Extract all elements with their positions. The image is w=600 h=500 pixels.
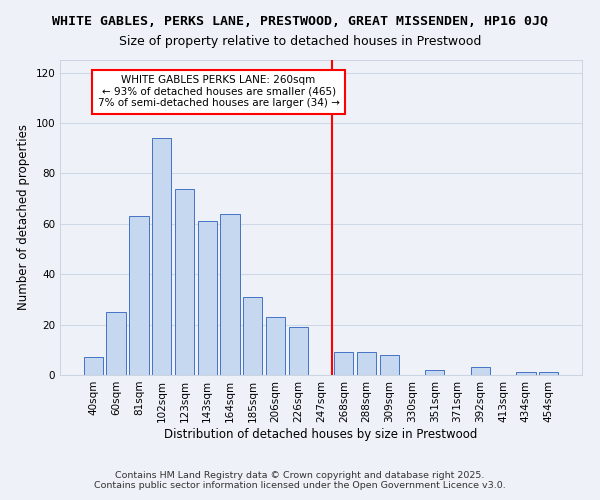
Bar [425,370,445,375]
Bar [129,216,149,375]
Bar [470,368,490,375]
Bar [334,352,353,375]
Bar [220,214,239,375]
Y-axis label: Number of detached properties: Number of detached properties [17,124,30,310]
Bar [106,312,126,375]
Bar [197,222,217,375]
Bar [243,297,262,375]
Bar [539,372,558,375]
Bar [357,352,376,375]
X-axis label: Distribution of detached houses by size in Prestwood: Distribution of detached houses by size … [164,428,478,440]
Text: Contains HM Land Registry data © Crown copyright and database right 2025.
Contai: Contains HM Land Registry data © Crown c… [94,470,506,490]
Bar [516,372,536,375]
Bar [175,188,194,375]
Bar [152,138,172,375]
Bar [266,317,285,375]
Bar [380,355,399,375]
Bar [289,327,308,375]
Text: WHITE GABLES PERKS LANE: 260sqm
← 93% of detached houses are smaller (465)
7% of: WHITE GABLES PERKS LANE: 260sqm ← 93% of… [98,75,340,108]
Text: Size of property relative to detached houses in Prestwood: Size of property relative to detached ho… [119,35,481,48]
Text: WHITE GABLES, PERKS LANE, PRESTWOOD, GREAT MISSENDEN, HP16 0JQ: WHITE GABLES, PERKS LANE, PRESTWOOD, GRE… [52,15,548,28]
Bar [84,358,103,375]
